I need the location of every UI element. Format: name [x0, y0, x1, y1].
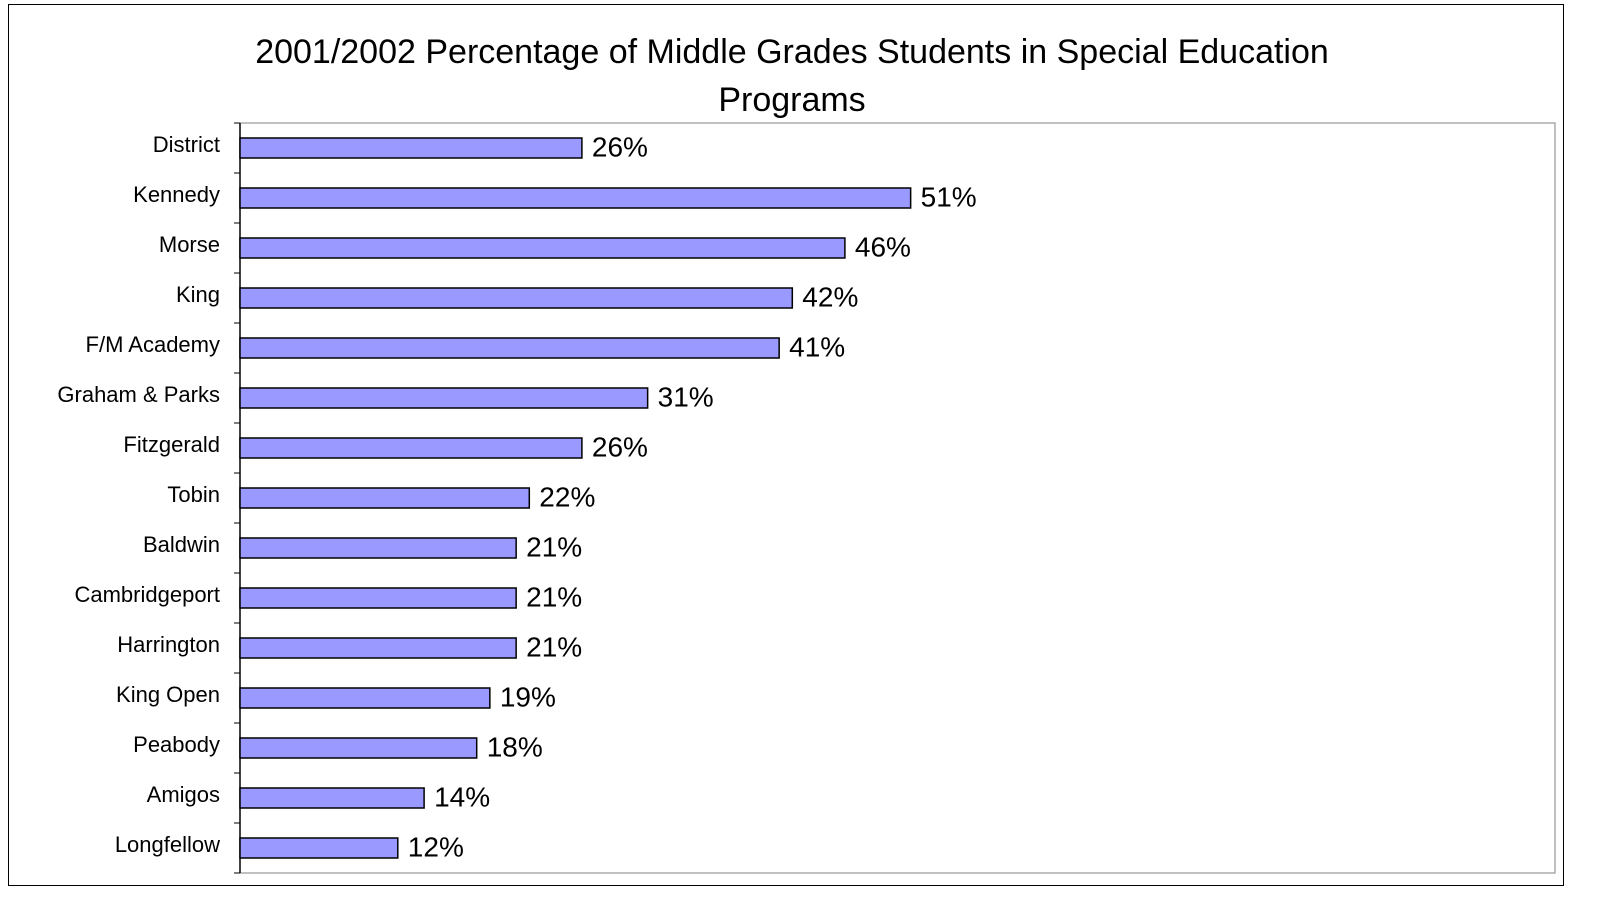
data-label: 21%: [526, 581, 582, 612]
y-tick-label: Peabody: [133, 732, 220, 757]
bar: [239, 337, 780, 359]
bar: [239, 637, 517, 659]
y-tick-label: District: [153, 132, 220, 157]
chart-title: 2001/2002 Percentage of Middle Grades St…: [255, 33, 1329, 119]
bar: [239, 287, 794, 309]
data-label: 18%: [487, 731, 543, 762]
y-tick-label: Longfellow: [115, 832, 220, 857]
bar: [239, 487, 531, 509]
bar: [239, 137, 583, 159]
data-label: 19%: [500, 681, 556, 712]
data-label: 26%: [592, 131, 648, 162]
data-label: 42%: [802, 281, 858, 312]
bar: [239, 737, 478, 759]
y-tick-label: Kennedy: [133, 182, 220, 207]
data-label: 31%: [658, 381, 714, 412]
data-label: 21%: [526, 531, 582, 562]
data-label: 14%: [434, 781, 490, 812]
bar: [239, 537, 517, 559]
bar: [239, 587, 517, 609]
data-label: 26%: [592, 431, 648, 462]
bar: [239, 787, 425, 809]
y-tick-label: F/M Academy: [86, 332, 220, 357]
bar: [239, 187, 912, 209]
chart-border: [8, 4, 1564, 886]
bar: [239, 837, 399, 859]
data-label: 41%: [789, 331, 845, 362]
y-tick-label: Graham & Parks: [57, 382, 220, 407]
bar: [239, 237, 846, 259]
data-label: 12%: [408, 831, 464, 862]
y-tick-label: Baldwin: [143, 532, 220, 557]
y-tick-label: Harrington: [117, 632, 220, 657]
y-tick-label: King Open: [116, 682, 220, 707]
data-label: 21%: [526, 631, 582, 662]
y-tick-label: King: [176, 282, 220, 307]
bar: [239, 437, 583, 459]
y-tick-label: Fitzgerald: [123, 432, 220, 457]
data-label: 51%: [921, 181, 977, 212]
y-tick-label: Tobin: [167, 482, 220, 507]
bar: [239, 387, 649, 409]
y-tick-label: Cambridgeport: [74, 582, 220, 607]
bar: [239, 687, 491, 709]
y-tick-label: Morse: [159, 232, 220, 257]
data-label: 46%: [855, 231, 911, 262]
y-tick-label: Amigos: [147, 782, 220, 807]
data-label: 22%: [539, 481, 595, 512]
